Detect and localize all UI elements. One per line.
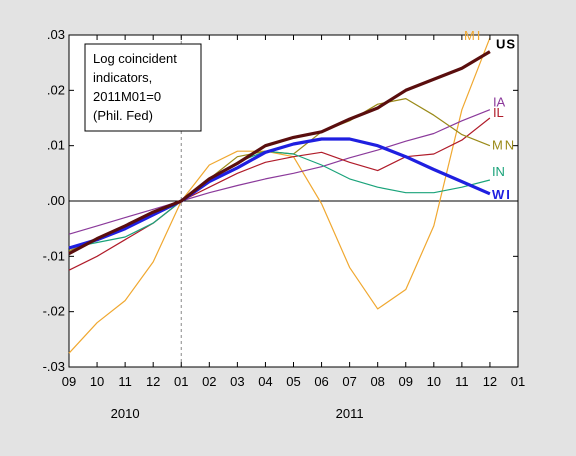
series-line-us xyxy=(68,50,491,256)
series-line-in xyxy=(68,150,491,249)
year-label: 2011 xyxy=(336,406,364,421)
annotation-line-2: indicators, xyxy=(93,70,152,85)
x-tick-label: 12 xyxy=(146,374,160,389)
y-tick-label: .02 xyxy=(47,82,65,97)
y-tick-label: -.02 xyxy=(43,304,65,319)
x-tick-label: 02 xyxy=(202,374,216,389)
y-tick-label: .00 xyxy=(47,193,65,208)
year-label: 2010 xyxy=(111,406,140,421)
series-label-mn: MN xyxy=(492,138,516,153)
series-label-us: US xyxy=(496,37,516,52)
annotation-line-1: Log coincident xyxy=(93,51,177,66)
series-label-il: IL xyxy=(493,105,504,120)
x-tick-label: 12 xyxy=(483,374,497,389)
x-tick-label: 08 xyxy=(370,374,384,389)
series-line-wi xyxy=(68,137,491,250)
x-tick-label: 09 xyxy=(399,374,413,389)
series-label-wi: WI xyxy=(492,187,512,202)
x-tick-label: 06 xyxy=(314,374,328,389)
x-tick-label: 03 xyxy=(230,374,244,389)
annotation-line-3: 2011M01=0 xyxy=(93,89,161,104)
x-tick-label: 11 xyxy=(118,374,132,389)
annotation-frame xyxy=(84,43,202,132)
year-labels: 2010 2011 xyxy=(111,406,364,421)
y-tick-label: .01 xyxy=(47,138,65,153)
x-tick-label: 01 xyxy=(511,374,525,389)
series-label-in: IN xyxy=(492,164,505,179)
x-tick-label: 09 xyxy=(62,374,76,389)
y-tick-label: -.03 xyxy=(43,359,65,374)
series-line-mi xyxy=(68,37,491,354)
x-tick-label: 04 xyxy=(258,374,272,389)
x-tick-label: 01 xyxy=(174,374,188,389)
series-label-mi: MI xyxy=(464,28,482,43)
series-line-ia xyxy=(68,109,491,235)
annotation-line-4: (Phil. Fed) xyxy=(93,108,153,123)
series-line-il xyxy=(68,117,491,271)
y-tick-label: -.01 xyxy=(43,248,65,263)
annotation-box: Log coincident indicators, 2011M01=0 (Ph… xyxy=(84,43,202,132)
series-label-ia: IA xyxy=(493,95,506,110)
x-tick-label: 05 xyxy=(286,374,300,389)
x-tick-label: 10 xyxy=(427,374,441,389)
series-layer xyxy=(68,37,491,354)
x-tick-label: 07 xyxy=(342,374,356,389)
x-tick-label: 11 xyxy=(455,374,469,389)
y-tick-label: .03 xyxy=(47,27,65,42)
x-axis: 09 10 11 12 01 02 03 04 05 06 07 08 09 10 11 12 01 xyxy=(62,35,525,389)
y-axis: .03 .02 .01 .00 -.01 -.02 -.03 xyxy=(43,27,518,374)
x-tick-label: 10 xyxy=(90,374,104,389)
